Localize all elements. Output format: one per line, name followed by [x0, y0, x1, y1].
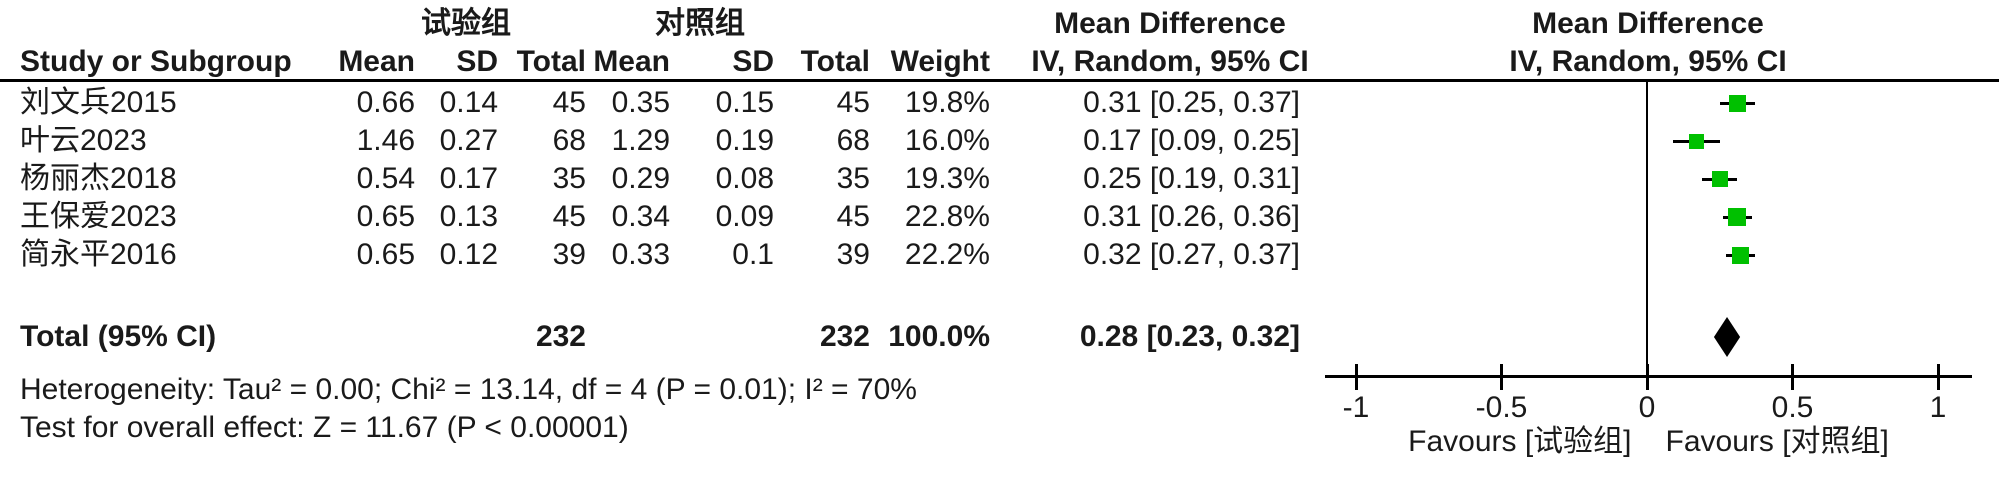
- row-total-exp: 68: [552, 124, 586, 157]
- row-weight: 19.8%: [904, 86, 990, 119]
- column-header-sd-ctrl: SD: [732, 45, 774, 78]
- row-mean-ctrl: 0.35: [611, 86, 670, 119]
- control-group-header: 对照组: [655, 7, 745, 40]
- row-study-name: 刘文兵2015: [20, 86, 177, 119]
- row-study-name: 杨丽杰2018: [20, 162, 177, 195]
- total-ctrl: 232: [819, 320, 870, 353]
- x-axis-tick: [1791, 364, 1794, 390]
- mean-difference-header-right: Mean Difference: [1532, 7, 1764, 40]
- row-weight: 19.3%: [904, 162, 990, 195]
- x-axis-tick: [1936, 364, 1940, 390]
- row-sd-exp: 0.17: [439, 162, 498, 195]
- favours-labels: Favours [试验组] Favours [对照组]: [1325, 424, 1972, 460]
- pooled-estimate-diamond: [1713, 317, 1741, 357]
- row-study-name: 王保爱2023: [20, 200, 177, 233]
- x-axis-tick: [1645, 364, 1649, 390]
- row-sd-ctrl: 0.19: [715, 124, 774, 157]
- x-axis-tick-label: 1: [1929, 391, 1947, 424]
- x-axis-tick-label: 0.5: [1771, 391, 1814, 424]
- row-sd-ctrl: 0.1: [732, 238, 774, 271]
- x-axis-tick-label: -1: [1342, 391, 1370, 424]
- row-sd-exp: 0.14: [439, 86, 498, 119]
- column-header-total-exp: Total: [516, 45, 586, 78]
- x-axis-tick: [1354, 364, 1358, 390]
- column-header-iv-left: IV, Random, 95% CI: [1031, 45, 1309, 78]
- row-sd-ctrl: 0.09: [715, 200, 774, 233]
- row-total-ctrl: 68: [836, 124, 870, 157]
- column-header-total-ctrl: Total: [800, 45, 870, 78]
- favours-left-label: Favours [试验组]: [1408, 425, 1632, 458]
- row-weight: 22.8%: [904, 200, 990, 233]
- study-point-estimate-marker: [1688, 133, 1704, 149]
- row-sd-ctrl: 0.08: [715, 162, 774, 195]
- row-total-ctrl: 39: [836, 238, 870, 271]
- row-mean-exp: 0.54: [356, 162, 415, 195]
- row-mean-exp: 1.46: [356, 124, 415, 157]
- row-sd-exp: 0.12: [439, 238, 498, 271]
- row-study-name: 简永平2016: [20, 238, 177, 271]
- favours-right-label: Favours [对照组]: [1665, 425, 1889, 458]
- row-total-ctrl: 45: [836, 200, 870, 233]
- row-ci-text: 0.31 [0.26, 0.36]: [1083, 200, 1300, 233]
- row-mean-ctrl: 0.34: [611, 200, 670, 233]
- row-mean-ctrl: 1.29: [611, 124, 670, 157]
- row-ci-text: 0.31 [0.25, 0.37]: [1083, 86, 1300, 119]
- mean-difference-header-left: Mean Difference: [1054, 7, 1286, 40]
- x-axis-tick-label: 0: [1638, 391, 1656, 424]
- total-exp: 232: [535, 320, 586, 353]
- row-mean-ctrl: 0.33: [611, 238, 670, 271]
- overall-effect-stats: Test for overall effect: Z = 11.67 (P < …: [20, 411, 629, 444]
- row-total-exp: 45: [552, 86, 586, 119]
- row-total-ctrl: 35: [836, 162, 870, 195]
- row-mean-exp: 0.65: [356, 238, 415, 271]
- row-mean-exp: 0.65: [356, 200, 415, 233]
- column-header-iv-right: IV, Random, 95% CI: [1509, 45, 1787, 78]
- row-ci-text: 0.32 [0.27, 0.37]: [1083, 238, 1300, 271]
- column-header-weight: Weight: [890, 45, 990, 78]
- row-total-exp: 35: [552, 162, 586, 195]
- row-weight: 16.0%: [904, 124, 990, 157]
- row-ci-text: 0.25 [0.19, 0.31]: [1083, 162, 1300, 195]
- study-point-estimate-marker: [1731, 246, 1749, 264]
- row-total-exp: 45: [552, 200, 586, 233]
- study-point-estimate-marker: [1711, 171, 1728, 187]
- row-sd-exp: 0.27: [439, 124, 498, 157]
- column-header-mean-exp: Mean: [338, 45, 415, 78]
- x-axis-tick-label: -0.5: [1475, 391, 1528, 424]
- heterogeneity-stats: Heterogeneity: Tau² = 0.00; Chi² = 13.14…: [20, 373, 917, 406]
- row-mean-ctrl: 0.29: [611, 162, 670, 195]
- study-point-estimate-marker: [1728, 94, 1746, 112]
- row-ci-text: 0.17 [0.09, 0.25]: [1083, 124, 1300, 157]
- column-header-sd-exp: SD: [456, 45, 498, 78]
- row-sd-exp: 0.13: [439, 200, 498, 233]
- row-weight: 22.2%: [904, 238, 990, 271]
- row-sd-ctrl: 0.15: [715, 86, 774, 119]
- experimental-group-header: 试验组: [421, 7, 511, 40]
- row-total-exp: 39: [552, 238, 586, 271]
- study-point-estimate-marker: [1728, 208, 1747, 226]
- column-header-study: Study or Subgroup: [20, 45, 292, 78]
- total-ci-text: 0.28 [0.23, 0.32]: [1079, 320, 1300, 353]
- total-weight: 100.0%: [888, 320, 990, 353]
- total-row-label: Total (95% CI): [20, 320, 217, 353]
- zero-reference-line: [1646, 81, 1648, 377]
- x-axis-tick: [1500, 364, 1503, 390]
- row-study-name: 叶云2023: [20, 124, 147, 157]
- column-header-mean-ctrl: Mean: [593, 45, 670, 78]
- row-total-ctrl: 45: [836, 86, 870, 119]
- x-axis-line: [1325, 375, 1972, 378]
- header-divider: [0, 79, 1999, 82]
- row-mean-exp: 0.66: [356, 86, 415, 119]
